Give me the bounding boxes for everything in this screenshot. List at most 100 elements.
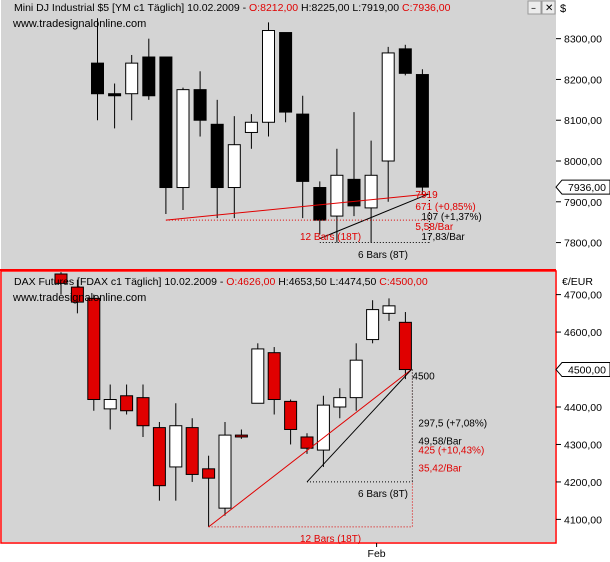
bottom-candles: [54, 272, 412, 527]
candle-body: [284, 400, 298, 430]
candle-body: [87, 297, 101, 401]
candle-body: [142, 56, 156, 97]
candle-body: [316, 404, 330, 451]
top-y-tick-label: 7900,00: [564, 197, 602, 209]
candle-body: [364, 174, 378, 209]
candle-body: [251, 348, 265, 404]
top-close-button[interactable]: [541, 0, 556, 15]
candle-body: [300, 436, 314, 449]
candle-body: [382, 305, 396, 314]
bottom-y-ticks: 4100,00 4200,00 4300,00 4400,00 4500,00 4600,…: [555, 290, 610, 526]
bottom-header-instrument: DAX Futures [FDAX c1 Täglich] 10.02.2009…: [14, 276, 226, 288]
candle-body: [202, 468, 216, 479]
bottom-y-tick-label: 4700,00: [564, 290, 602, 302]
candle-body: [330, 174, 344, 217]
candle-body: [185, 427, 199, 475]
top-candles: [91, 18, 429, 243]
top-y-tick-label: 8300,00: [564, 34, 602, 46]
bottom-header-low: L:4474,50: [330, 276, 377, 288]
top-header: Mini DJ Industrial $5 [YM c1 Täglich] 10…: [14, 2, 451, 14]
top-y-tick-label: 7800,00: [564, 238, 602, 250]
candle-body: [349, 359, 363, 399]
top-minimize-button[interactable]: [527, 0, 542, 15]
top-red-bars-label: 12 Bars (18T): [300, 232, 361, 243]
candle-body: [398, 48, 412, 74]
top-header-low: L:7919,00: [352, 2, 399, 14]
bottom-black-change: 297,5 (+7,08%): [418, 419, 487, 430]
candle-body: [415, 74, 429, 188]
top-price-axis: [556, 0, 610, 269]
top-last-price-marker: [555, 179, 610, 195]
candle-body: [159, 56, 173, 189]
candle-body: [125, 62, 139, 95]
top-last-price-label: 7936,00: [568, 182, 606, 194]
candle-body: [234, 434, 248, 438]
bottom-axis-title: €/EUR: [562, 276, 593, 288]
bottom-header-high: H:4653,50: [278, 276, 327, 288]
top-window-controls: – ✕ $: [527, 0, 566, 15]
top-red-value: 7919: [415, 190, 438, 201]
top-red-change: 671 (+0,85%): [415, 202, 475, 213]
top-header-instrument: Mini DJ Industrial $5 [YM c1 Täglich] 10…: [14, 2, 249, 14]
candle-body: [296, 113, 310, 182]
close-icon: ✕: [545, 3, 553, 14]
bottom-black-per-bar: 49,58/Bar: [418, 437, 462, 448]
bottom-watermark: www.tradesignalonline.com: [12, 292, 146, 304]
bottom-last-price-marker: [555, 362, 610, 378]
candle-body: [70, 286, 84, 303]
bottom-header-open: O:4626,00: [226, 276, 275, 288]
top-y-ticks: 7800,00 7900,00 8000,00 8100,00 8200,00 8300,…: [555, 34, 610, 250]
bottom-y-tick-label: 4300,00: [564, 439, 602, 451]
bottom-red-trendline: [208, 369, 412, 528]
bottom-red-per-bar: 35,42/Bar: [418, 464, 462, 475]
bottom-header: DAX Futures [FDAX c1 Täglich] 10.02.2009…: [14, 276, 428, 288]
top-black-trendline: [319, 193, 429, 239]
bottom-y-tick-label: 4100,00: [564, 514, 602, 526]
bottom-y-tick-label: 4600,00: [564, 327, 602, 339]
top-black-bars-label: 6 Bars (8T): [358, 250, 408, 261]
candle-body: [91, 62, 104, 95]
bottom-x-tick-label: Feb: [368, 548, 386, 560]
candle-body: [267, 352, 281, 401]
candle-body: [108, 93, 122, 97]
top-black-change: 107 (+1,37%): [421, 212, 481, 223]
candle-body: [169, 425, 183, 468]
top-red-trendline: [165, 193, 429, 221]
candle-body: [176, 89, 190, 189]
candle-body: [218, 434, 232, 509]
candle-body: [193, 89, 207, 121]
top-header-close: C:7936,00: [402, 2, 451, 14]
candle-body: [227, 144, 241, 189]
candle-body: [347, 178, 361, 207]
top-dollar-icon: $: [560, 3, 566, 15]
candle-body: [333, 397, 347, 408]
candle-body: [381, 52, 395, 162]
bottom-red-change: 425 (+10,43%): [418, 446, 484, 457]
candle-body: [262, 30, 275, 123]
time-axis: [0, 544, 556, 562]
bottom-y-tick-label: 4200,00: [564, 477, 602, 489]
candle-body: [313, 187, 327, 221]
top-watermark: www.tradesignalonline.com: [12, 18, 146, 30]
candle-body: [279, 32, 293, 113]
candle-body: [152, 427, 166, 487]
candle-body: [136, 397, 150, 427]
minimize-icon: –: [531, 3, 536, 14]
top-header-open: O:8212,00: [249, 2, 298, 14]
bottom-header-close: C:4500,00: [379, 276, 428, 288]
top-red-per-bar: 5,58/Bar: [415, 222, 453, 233]
top-y-tick-label: 8200,00: [564, 74, 602, 86]
top-y-tick-label: 8000,00: [564, 156, 602, 168]
bottom-value: 4500: [412, 372, 435, 383]
bottom-black-bars-label: 6 Bars (8T): [358, 489, 408, 500]
bottom-plot-area: [2, 272, 555, 542]
candle-body: [54, 273, 68, 284]
candle-body: [244, 121, 258, 133]
top-header-high: H:8225,00: [301, 2, 350, 14]
candle-body: [366, 309, 380, 341]
candle-body: [398, 321, 412, 371]
